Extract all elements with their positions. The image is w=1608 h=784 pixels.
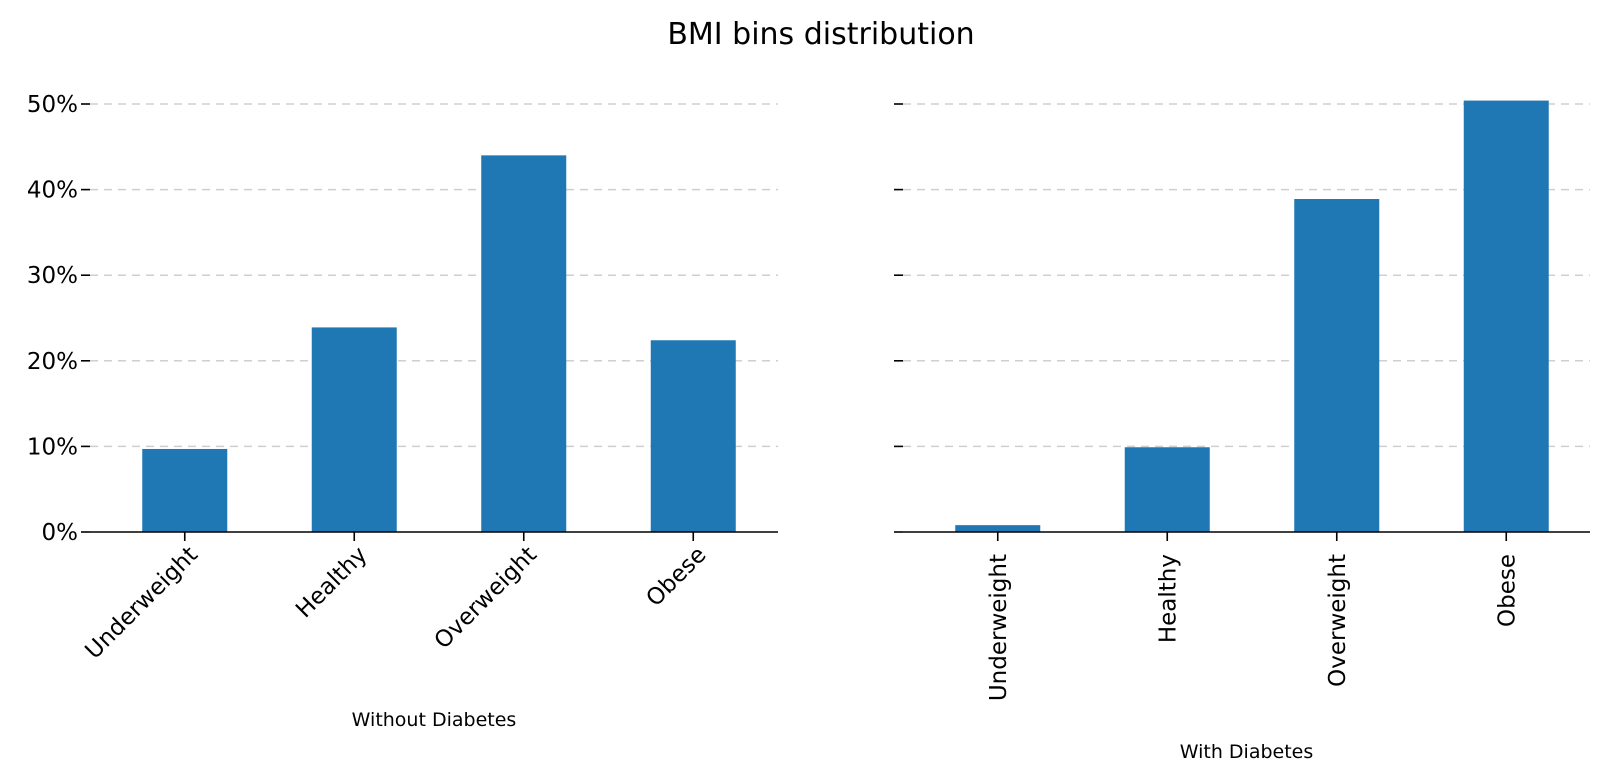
bar-overweight [481, 155, 567, 533]
bar-obese [650, 340, 736, 532]
y-tick-label: 20% [27, 349, 78, 375]
bar-underweight [142, 448, 228, 532]
bar-underweight [955, 525, 1041, 532]
y-tick-label: 10% [27, 434, 78, 460]
y-tick-label: 0% [42, 520, 79, 546]
bar-healthy [311, 327, 397, 532]
y-tick-label: 50% [27, 92, 78, 118]
x-axis-label: With Diabetes [1180, 741, 1314, 763]
y-tick-label: 30% [27, 263, 78, 289]
x-tick-label: Underweight [986, 554, 1012, 701]
x-tick-label: Overweight [430, 542, 542, 654]
x-tick-label: Healthy [291, 542, 372, 623]
y-tick-label: 40% [27, 178, 78, 204]
panel-without-diabetes: 0% 10% 20% 30% 40% 50% Underweight Healthy Overw… [27, 92, 778, 731]
panel-with-diabetes: Underweight Healthy Overweight Obese With Di… [894, 100, 1590, 763]
x-tick-label: Overweight [1325, 554, 1351, 687]
x-tick-label: Healthy [1155, 554, 1181, 643]
x-tick-label: Obese [1494, 554, 1520, 627]
x-axis-label: Without Diabetes [352, 709, 517, 731]
x-tick-label: Obese [641, 542, 711, 612]
bar-obese [1463, 100, 1549, 533]
bar-overweight [1294, 199, 1380, 533]
bar-healthy [1124, 447, 1210, 532]
x-tick-label: Underweight [81, 542, 203, 664]
chart-title: BMI bins distribution [667, 17, 974, 52]
